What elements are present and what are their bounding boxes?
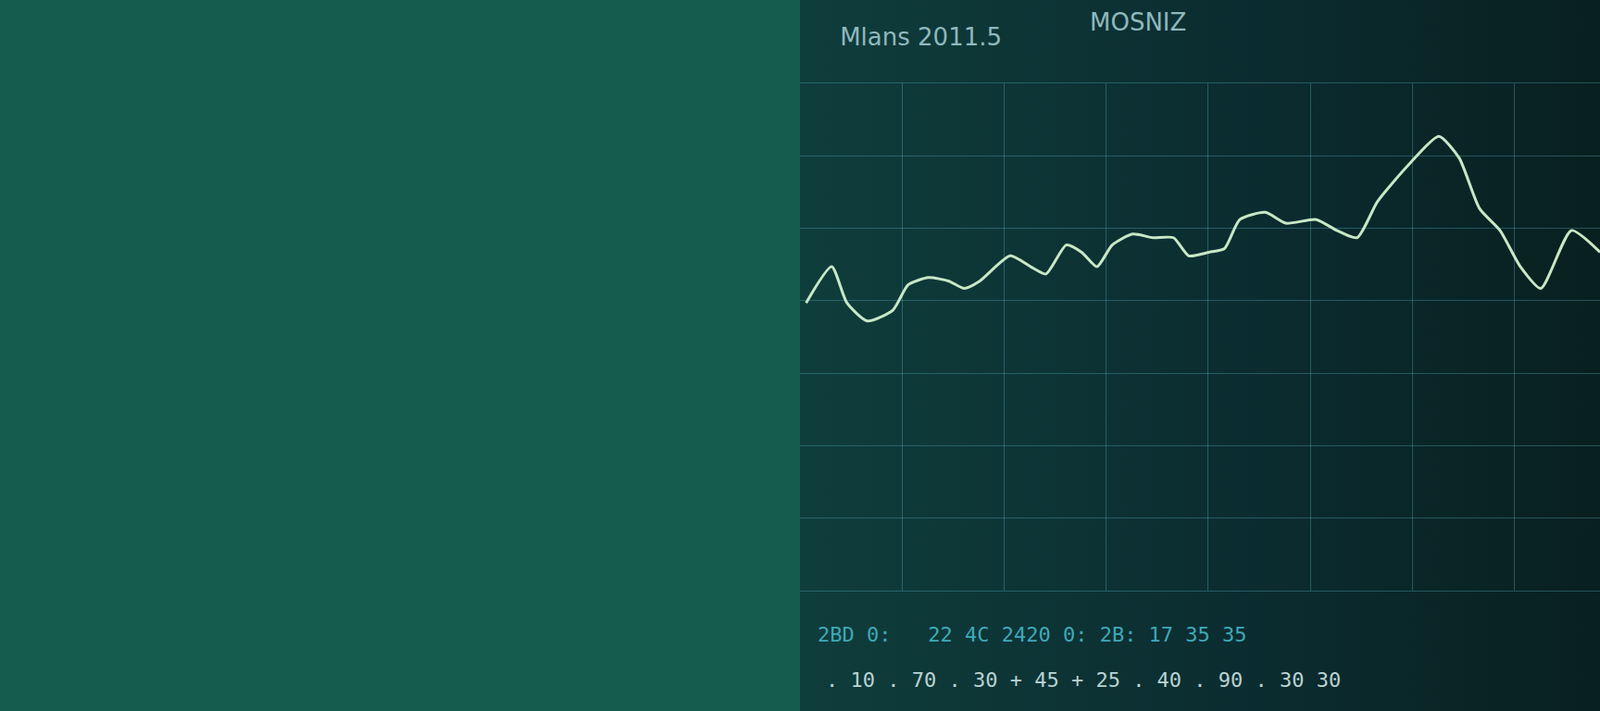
svg-text:Mlans 2011.5: Mlans 2011.5 bbox=[839, 23, 1002, 51]
svg-text:. 10 . 70 . 30 + 45 + 25 . 40: . 10 . 70 . 30 + 45 + 25 . 40 . 90 . 30 … bbox=[825, 668, 1341, 692]
svg-text:2BD 0: 22 4C 2420 0: 2B: 17: 2BD 0: 22 4C 2420 0: 2B: 17 35 35 bbox=[817, 623, 1248, 647]
svg-text:MOSNIZ: MOSNIZ bbox=[1089, 8, 1187, 37]
